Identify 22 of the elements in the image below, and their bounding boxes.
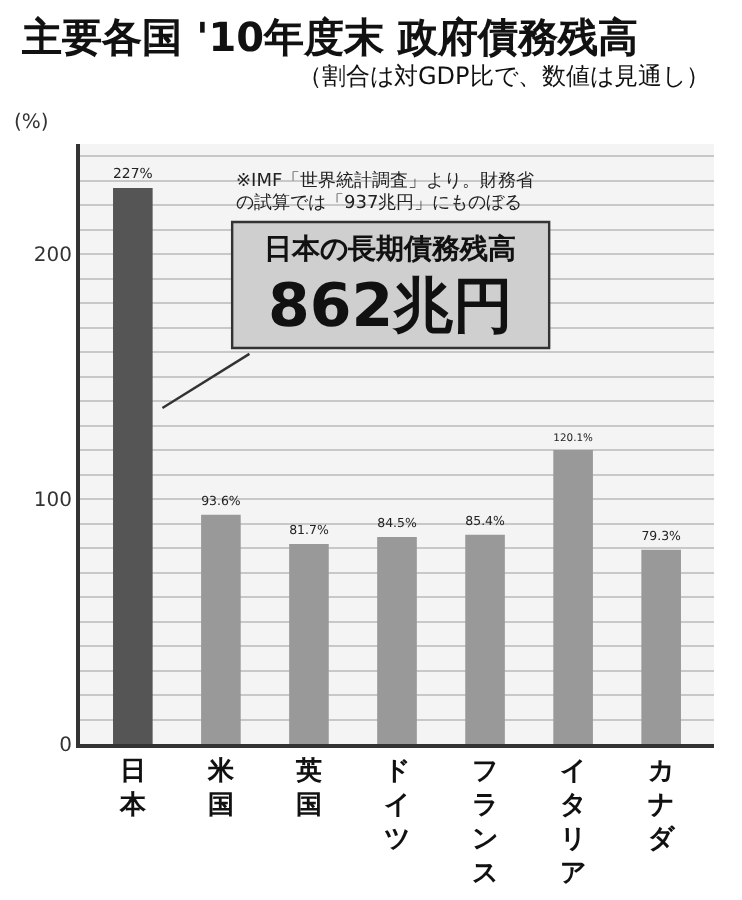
bar — [465, 534, 505, 744]
x-tick-label: 英国 — [293, 757, 322, 821]
bar — [201, 514, 241, 744]
x-tick-label: ドイツ — [384, 757, 410, 855]
annotation: 日本の長期債務残高 862兆円 — [264, 232, 516, 342]
annotation: ※IMF「世界統計調査」より。財務省の試算では「937兆円」にものぼる — [236, 170, 535, 214]
x-tick-label: 日本 — [117, 757, 148, 821]
chart-subtitle: （割合は対GDP比で、数値は見通し） — [298, 62, 710, 90]
x-tick-label: 米国 — [205, 757, 236, 821]
bar — [641, 549, 681, 744]
x-tick-label: イタリア — [560, 757, 587, 889]
y-tick-label: 200 — [33, 245, 72, 268]
y-axis-title: (%) — [14, 112, 49, 134]
bar — [289, 543, 329, 744]
bar — [377, 537, 417, 744]
chart-title: 主要各国 '10年度末 政府債務残高 — [20, 12, 639, 61]
bar — [113, 188, 153, 744]
x-tick-label: フランス — [472, 757, 499, 889]
bar — [553, 449, 593, 744]
y-tick-label: 0 — [59, 735, 72, 757]
y-tick-label: 100 — [33, 490, 72, 513]
x-tick-label: カナダ — [648, 757, 677, 855]
